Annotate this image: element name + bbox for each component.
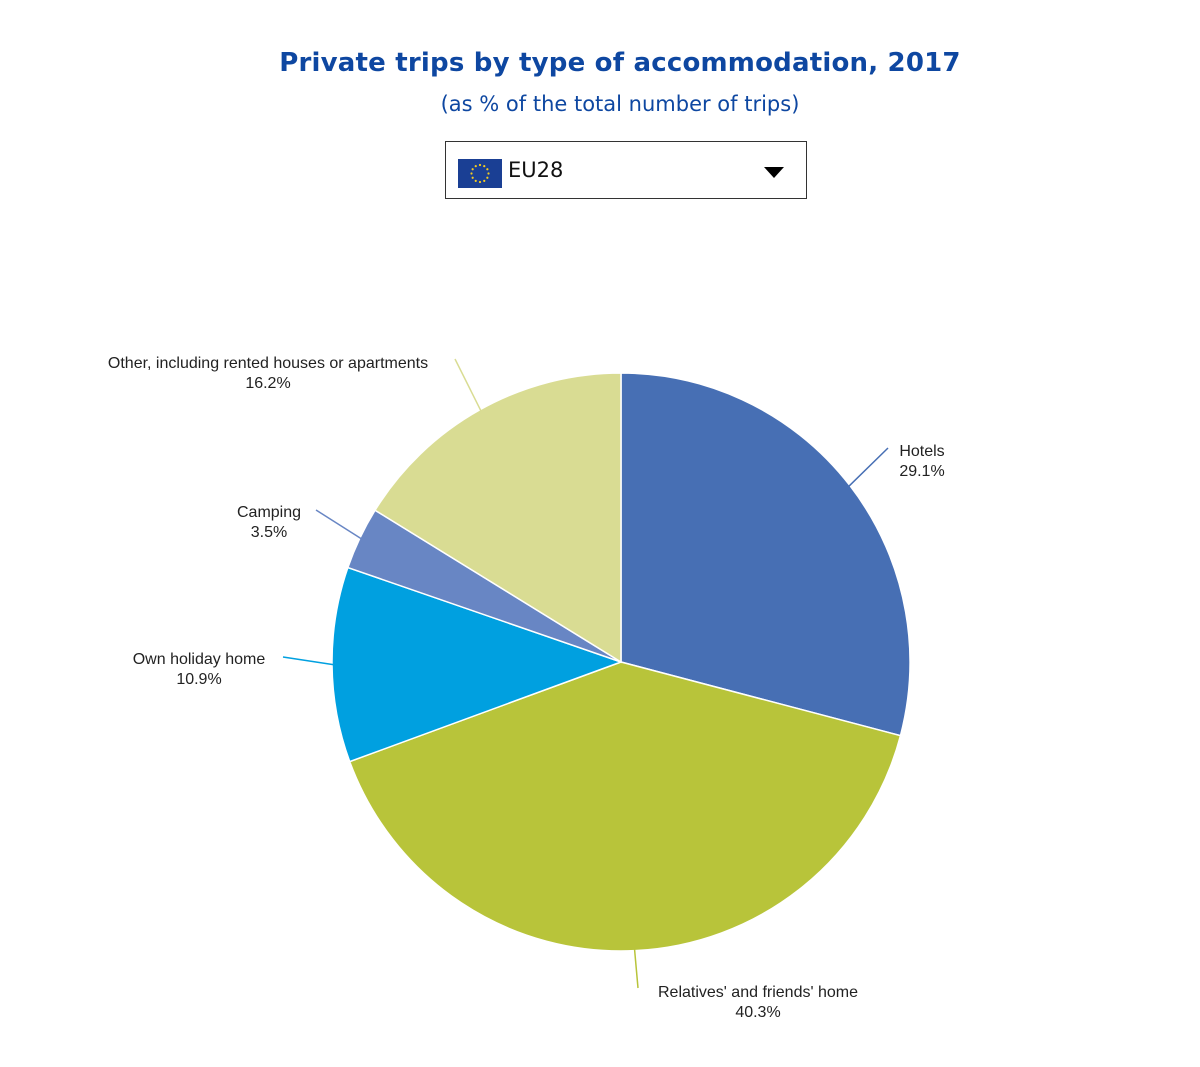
- slice-value-label: 3.5%: [251, 524, 287, 541]
- leader-line: [282, 656, 335, 666]
- flag-star: [483, 165, 486, 168]
- slice-value-label: 29.1%: [899, 463, 944, 480]
- flag-star: [474, 179, 477, 182]
- flag-star: [483, 179, 486, 182]
- slice-label: Camping: [237, 504, 301, 521]
- chart-title: Private trips by type of accommodation, …: [279, 48, 961, 78]
- flag-star: [470, 172, 473, 175]
- slice-value-label: 40.3%: [735, 1004, 780, 1021]
- flag-star: [471, 176, 474, 179]
- flag-star: [486, 176, 489, 179]
- leader-line: [633, 948, 639, 989]
- slice-label: Own holiday home: [133, 651, 266, 668]
- chevron-down-icon[interactable]: [764, 167, 784, 178]
- chart-subtitle: (as % of the total number of trips): [440, 92, 800, 116]
- flag-star: [487, 172, 490, 175]
- slice-label: Other, including rented houses or apartm…: [108, 355, 428, 372]
- flag-star: [471, 168, 474, 171]
- slice-value-label: 16.2%: [245, 375, 290, 392]
- slice-label: Hotels: [899, 443, 944, 460]
- leader-line: [315, 509, 363, 540]
- leader-line: [454, 358, 482, 412]
- slice-label: Relatives' and friends' home: [658, 984, 858, 1001]
- flag-star: [486, 168, 489, 171]
- slice-value-label: 10.9%: [176, 671, 221, 688]
- eu-flag-icon: [458, 159, 502, 188]
- flag-star: [478, 163, 482, 167]
- flag-star: [474, 165, 477, 168]
- country-selector[interactable]: EU28: [445, 141, 807, 199]
- flag-star: [478, 180, 482, 184]
- leader-line: [847, 447, 889, 488]
- country-selector-value: EU28: [508, 158, 564, 182]
